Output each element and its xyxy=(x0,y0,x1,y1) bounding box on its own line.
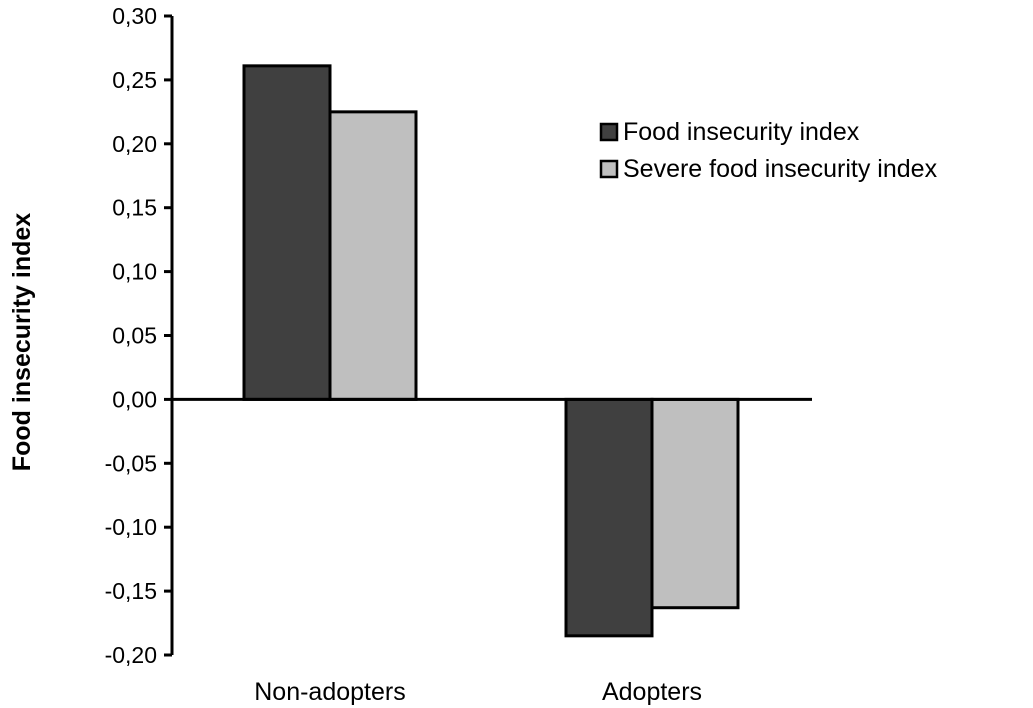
y-tick-label: -0,20 xyxy=(105,642,157,668)
y-tick-label: 0,10 xyxy=(112,259,157,285)
y-axis-title: Food insecurity index xyxy=(8,213,36,471)
category-label: Adopters xyxy=(602,678,702,706)
legend-swatch xyxy=(599,122,619,142)
y-tick-label: 0,15 xyxy=(112,195,157,221)
y-tick-label: 0,00 xyxy=(112,386,157,412)
bar-severe-food-insecurity-non-adopters xyxy=(328,110,418,401)
y-tick-label: -0,10 xyxy=(105,514,157,540)
bar-severe-food-insecurity-adopters xyxy=(650,397,740,610)
y-tick-label: -0,05 xyxy=(105,450,157,476)
legend-label: Food insecurity index xyxy=(623,118,860,146)
bars-group xyxy=(242,64,740,638)
category-labels-group: Non-adopters Adopters xyxy=(254,678,702,706)
bar-food-insecurity-adopters xyxy=(564,397,654,638)
bar-food-insecurity-non-adopters xyxy=(242,64,332,401)
category-label: Non-adopters xyxy=(254,678,405,706)
y-tick-label: 0,20 xyxy=(112,131,157,157)
y-tick-label: 0,30 xyxy=(112,3,157,29)
y-tick-label: 0,05 xyxy=(112,323,157,349)
legend-label: Severe food insecurity index xyxy=(623,155,938,183)
y-ticks-group: 0,30 0,25 0,20 0,15 0,10 0,05 0,00 -0,05 -0,10 -0… xyxy=(105,3,172,668)
legend-swatch xyxy=(599,159,619,179)
y-tick-label: -0,15 xyxy=(105,578,157,604)
y-tick-label: 0,25 xyxy=(112,67,157,93)
legend: Food insecurity index Severe food insecur… xyxy=(599,118,938,183)
